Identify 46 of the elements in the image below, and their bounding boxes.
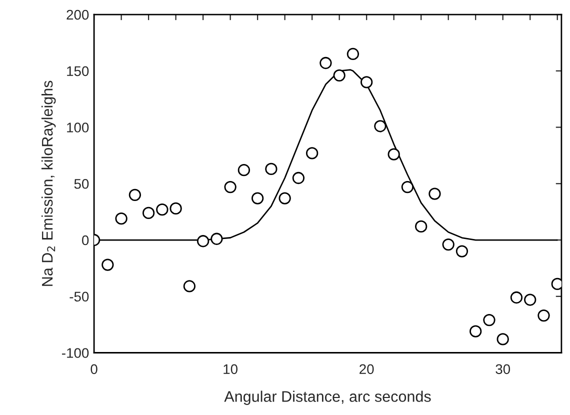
point xyxy=(102,258,114,271)
point xyxy=(320,56,332,70)
point xyxy=(456,245,468,258)
point xyxy=(510,291,523,304)
point xyxy=(170,202,182,215)
point xyxy=(333,69,346,82)
point xyxy=(415,220,428,233)
point xyxy=(388,148,400,160)
x-tick-label: 0 xyxy=(90,364,98,374)
point xyxy=(224,180,236,194)
x-tick-label: 10 xyxy=(224,364,238,374)
point xyxy=(292,172,305,184)
point xyxy=(360,76,373,88)
point xyxy=(210,232,223,245)
y-tick-label: -50 xyxy=(70,292,89,302)
point xyxy=(196,235,210,248)
point xyxy=(538,309,550,322)
point xyxy=(306,147,318,160)
x-tick-label: 30 xyxy=(496,364,510,374)
point xyxy=(252,192,264,204)
point xyxy=(156,203,168,216)
y-axis-title: Na D$_{2}$ Emission, kiloRayleighs xyxy=(41,80,56,286)
point xyxy=(115,212,128,225)
y-tick-label: 0 xyxy=(82,235,89,246)
point xyxy=(470,325,482,338)
point xyxy=(401,180,414,194)
point xyxy=(374,120,386,132)
y-tick-label: -100 xyxy=(62,348,89,358)
x-axis-title: Angular Distance, arc seconds xyxy=(224,390,431,405)
point xyxy=(128,188,142,201)
y-tick-label: 200 xyxy=(66,10,89,20)
point xyxy=(483,314,496,326)
point xyxy=(496,333,509,346)
point xyxy=(428,188,441,200)
point xyxy=(265,162,278,176)
point xyxy=(142,206,155,220)
point xyxy=(183,280,196,292)
y-tick-label: 150 xyxy=(67,66,89,76)
point xyxy=(278,192,291,204)
point xyxy=(238,164,250,176)
x-tick-label: 20 xyxy=(360,364,374,374)
y-tick-label: 50 xyxy=(74,178,89,189)
point xyxy=(442,238,454,251)
y-tick-label: 100 xyxy=(67,122,89,132)
point xyxy=(524,294,536,306)
point xyxy=(346,48,360,60)
